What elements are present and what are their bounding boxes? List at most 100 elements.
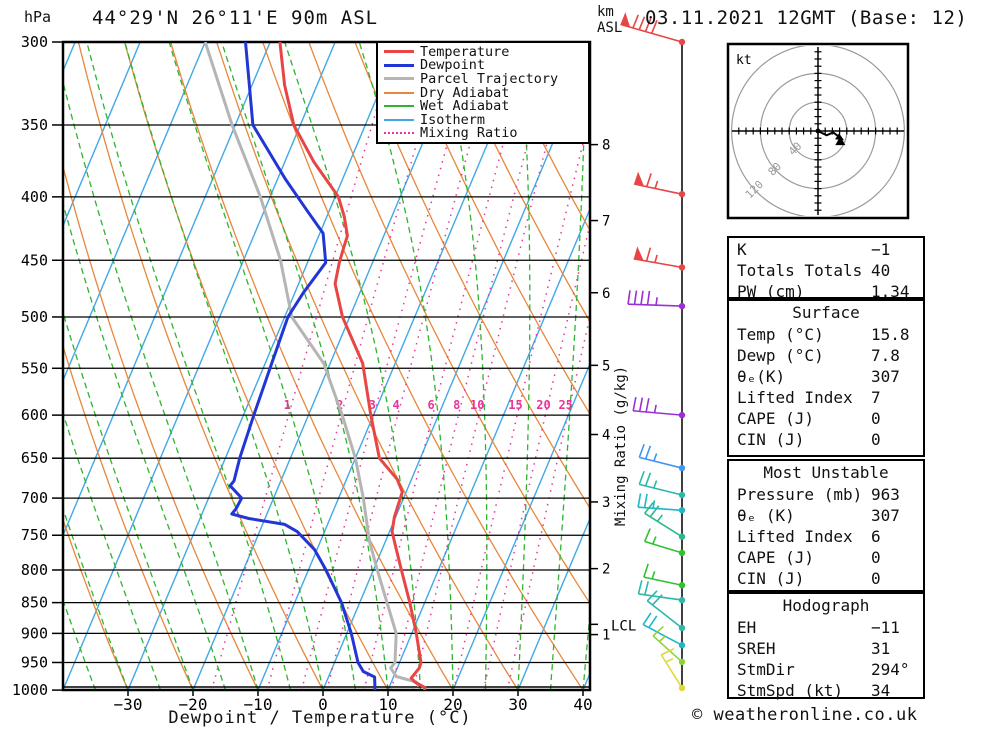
legend-label: Isotherm xyxy=(420,111,486,128)
pressure-tick-label: 950 xyxy=(21,653,48,671)
stats-value: 34 xyxy=(871,681,891,700)
legend-item: Mixing Ratio xyxy=(384,125,588,142)
stats-section-title: Surface xyxy=(792,303,860,322)
stats-section-title: Hodograph xyxy=(782,596,870,615)
legend-swatch-mixing-ratio xyxy=(384,132,414,135)
wind-barb-station-dot xyxy=(678,190,686,198)
wind-barb-station-dot xyxy=(678,624,686,632)
altitude-unit-km: km xyxy=(597,4,614,20)
km-tick-label: 3 xyxy=(602,495,610,511)
legend-swatch-isotherm xyxy=(384,118,414,121)
wind-barb-station-dot xyxy=(678,491,686,499)
sounding-curves xyxy=(203,42,427,690)
isotherm-line xyxy=(63,42,271,538)
pressure-tick-label: 900 xyxy=(21,624,48,642)
pressure-tick-label: 700 xyxy=(21,489,48,507)
stats-row: Lifted Index 7 xyxy=(729,388,923,409)
stats-box-hodograph: Hodograph EH −11 SREH 31 StmDir 294° StmSpd (kt… xyxy=(727,592,925,702)
dry-adiabat-line xyxy=(492,42,590,232)
wind-barb xyxy=(646,590,686,632)
stats-row: StmSpd (kt) 34 xyxy=(729,681,923,702)
pressure-tick-label: 350 xyxy=(21,116,48,134)
isotherm-line xyxy=(192,42,466,690)
legend-swatch-wet-adiabat xyxy=(384,105,414,108)
stats-row: Dewp (°C) 7.8 xyxy=(729,346,923,367)
mixing-ratio-label: 6 xyxy=(427,398,434,412)
stats-row: CAPE (J) 0 xyxy=(729,409,923,430)
legend-label: Dewpoint xyxy=(420,57,486,74)
pressure-tick-label: 650 xyxy=(21,449,48,467)
stats-label: Pressure (mb) xyxy=(737,485,863,504)
isotherm-line xyxy=(63,42,336,690)
wind-barb-column xyxy=(620,12,686,692)
parcel-trajectory-curve xyxy=(203,42,421,688)
pressure-tick-label: 600 xyxy=(21,406,48,424)
dry-adiabat-line xyxy=(63,518,129,690)
legend-item: Dry Adiabat xyxy=(384,85,588,101)
mixing-ratio-label: 4 xyxy=(393,398,400,412)
legend-swatch-temperature xyxy=(384,50,414,54)
mixing-ratio-label: 20 xyxy=(536,398,550,412)
stats-row: Lifted Index 6 xyxy=(729,527,923,548)
temp-tick-label: 40 xyxy=(573,695,592,714)
stats-label: CAPE (J) xyxy=(737,548,815,567)
stats-box-indices: K −1 Totals Totals 40 PW (cm) 1.34 xyxy=(727,236,925,301)
hodograph-trace-arrowhead xyxy=(835,133,845,141)
stats-value: 1.34 xyxy=(871,282,910,301)
dry-adiabat-line xyxy=(446,42,590,323)
mixing-ratio-label: 25 xyxy=(559,398,573,412)
wind-barb xyxy=(633,171,686,198)
stats-value: 15.8 xyxy=(871,325,910,344)
stats-row: θₑ(K) 307 xyxy=(729,367,923,388)
wind-barb-station-dot xyxy=(678,264,686,271)
stats-row: EH −11 xyxy=(729,618,923,639)
stats-value: 0 xyxy=(871,409,881,428)
legend: Temperature Dewpoint Parcel Trajectory Dry … xyxy=(376,41,590,145)
legend-label: Temperature xyxy=(420,43,510,60)
stats-value: 7.8 xyxy=(871,346,900,365)
storm-motion-marker xyxy=(835,136,846,146)
pressure-tick-label: 400 xyxy=(21,188,48,206)
dry-adiabat-line xyxy=(400,42,590,416)
stats-label: θₑ(K) xyxy=(737,367,786,386)
hodograph-trace xyxy=(817,130,842,140)
wind-barb xyxy=(632,396,686,419)
wind-barb-station-dot xyxy=(678,533,686,540)
dewpoint-curve xyxy=(228,42,377,690)
temperature-curve xyxy=(278,42,427,690)
wet-adiabat-line xyxy=(63,79,259,690)
temp-tick-label: 20 xyxy=(443,695,462,714)
stats-value: 7 xyxy=(871,388,881,407)
legend-swatch-dry-adiabat xyxy=(384,91,414,94)
pressure-tick-label: 1000 xyxy=(12,681,48,699)
stats-label: StmSpd (kt) xyxy=(737,681,843,700)
stats-row: K −1 xyxy=(729,240,923,261)
pressure-tick-label: 450 xyxy=(21,251,48,269)
stats-label: SREH xyxy=(737,639,776,658)
pressure-tick-label: 300 xyxy=(21,33,48,51)
stats-label: Totals Totals xyxy=(737,261,863,280)
pressure-tick-label: 550 xyxy=(21,359,48,377)
stats-box-surface: Surface Temp (°C) 15.8 Dewp (°C) 7.8 θₑ(K) 307… xyxy=(727,299,925,457)
wind-barb xyxy=(660,648,686,692)
isotherm-line xyxy=(387,207,590,690)
pressure-tick-label: 750 xyxy=(21,526,48,544)
wet-adiabat-line xyxy=(63,506,129,690)
temp-tick-label: −10 xyxy=(244,695,273,714)
altitude-unit-asl: ASL xyxy=(597,20,623,36)
stats-value: 963 xyxy=(871,485,900,504)
legend-label: Mixing Ratio xyxy=(420,125,518,142)
station-title: 44°29'N 26°11'E 90m ASL xyxy=(92,7,379,29)
stats-row: CIN (J) 0 xyxy=(729,569,923,590)
temp-tick-label: 10 xyxy=(378,695,397,714)
legend-item: Isotherm xyxy=(384,111,588,128)
stats-label: Lifted Index xyxy=(737,527,853,546)
isotherm-line xyxy=(322,52,590,690)
wind-barb-station-dot xyxy=(678,507,686,514)
wind-barb xyxy=(644,501,686,540)
stats-value: 6 xyxy=(871,527,881,546)
stats-label: θₑ (K) xyxy=(737,506,795,525)
wet-adiabat-line xyxy=(63,310,194,690)
